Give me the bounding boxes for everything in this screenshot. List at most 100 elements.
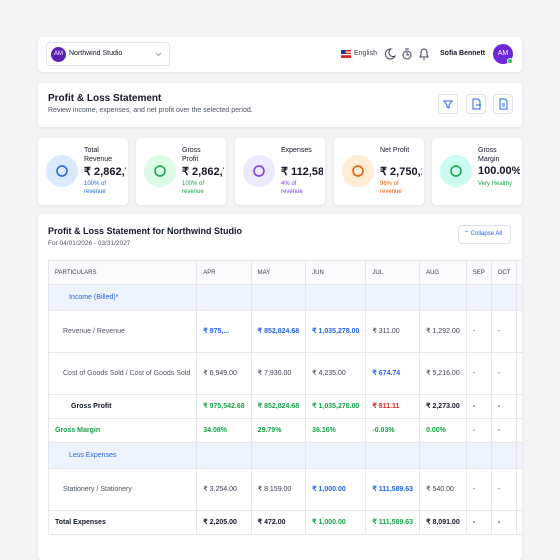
page-subtitle: Review income, expenses, and net profit … [48,107,253,114]
kpi-value: ₹ 2,862,746 [182,166,224,178]
filter-button[interactable] [438,94,458,114]
kpi-card: Gross Margin 100.00% Very Healthy [432,138,522,205]
cell: ₹ 3,254.00 [196,468,252,511]
collapse-all-label: Collapse All [470,231,503,237]
section-row: Income (Billed)* [48,284,522,311]
cell: ₹ 4,235.00 [305,352,367,395]
cell: ₹ 852,824.68 [250,310,307,353]
column-header: SEP [465,260,492,285]
column-header: APR [196,260,252,285]
kpi-card: Net Profit ₹ 2,750,156 96% of revenue [334,138,424,205]
toolbar-icons[interactable] [385,48,445,60]
cell: ₹ 5,216.00 [419,352,467,395]
item-row: Stationery / Stationery ₹ 3,254.00 ₹ 8,159… [48,468,522,511]
kpi-note: 100% of revenue [182,181,205,195]
cell: ₹ 8,091.00 [419,510,467,535]
cell: ₹ 1,000.00 [305,510,367,535]
cell: - [490,418,518,443]
empty-cell [305,442,367,469]
cell: ₹ 6,949.00 [196,352,252,395]
kpi-value: ₹ 2,750,156 [380,166,422,178]
total-row: Gross Profit ₹ 975,542.68 ₹ 852,824.68 ₹ 1,… [48,394,522,419]
cell: - [465,394,492,419]
export-button[interactable] [466,94,486,114]
cell: - [465,418,492,443]
column-header: OCT [490,260,518,285]
cell: - [516,510,522,535]
cell: ₹ 8,159.00 [250,468,307,511]
row-label: Less Expenses [48,442,198,469]
empty-cell [250,284,307,311]
empty-cell [465,442,492,469]
kpi-label: Gross Profit [182,147,201,163]
cell: ₹ 111,589.63 [365,510,421,535]
cell: ₹ 7,930.00 [250,352,307,395]
cell: ₹ 975,... [196,310,252,353]
page-title: Profit & Loss Statement [48,93,162,104]
org-select[interactable]: AM Northwind Studio [46,42,170,66]
cell: - [516,394,522,419]
report-card: Profit & Loss Statement for Northwind St… [38,214,522,560]
kpi-value: ₹ 2,862,746 [84,166,126,178]
report-period: For 04/01/2026 - 03/31/2027 [48,240,131,247]
kpi-label: Expenses [281,147,312,154]
cell: ₹ 1,000.00 [305,468,367,511]
kpi-note: Very Healthy [478,181,513,187]
margin-row: Gross Margin 34.08% 29.79% 36.16% -0.03% 0.00… [48,418,522,443]
cell: 29.79% [250,418,307,443]
kpi-label: Net Profit [380,147,410,154]
cell: - [465,310,492,353]
row-label: Income (Billed)* [48,284,198,311]
collapse-all-button[interactable]: ⌃ Collapse All [458,225,511,244]
column-header: AUG [419,260,467,285]
empty-cell [365,284,421,311]
cell: 34.08% [196,418,252,443]
row-label: Revenue / Revenue [48,310,198,353]
empty-cell [419,442,467,469]
cell: ₹ 811.11 [365,394,421,419]
cell: 0.00% [419,418,467,443]
empty-cell [196,284,252,311]
header-row: PARTICULARSAPRMAYJUNJULAUGSEPOCTNOVDEC [48,260,522,285]
empty-cell [465,284,492,311]
page-header: Profit & Loss Statement Review income, e… [38,83,522,127]
empty-cell [250,442,307,469]
cell: 36.16% [305,418,367,443]
pl-table: PARTICULARSAPRMAYJUNJULAUGSEPOCTNOVDECIn… [48,260,522,535]
cell: - [490,310,518,353]
user-name: Sofia Bennett [440,50,486,57]
cell: ₹ 472.00 [250,510,307,535]
item-row: Cost of Goods Sold / Cost of Goods Sold ₹… [48,352,522,395]
column-header: PARTICULARS [48,260,198,285]
download-button[interactable] [493,94,513,114]
empty-cell [516,284,522,311]
cell: ₹ 852,824.68 [250,394,307,419]
row-label: Gross Margin [48,418,198,443]
cell: - [465,468,492,511]
empty-cell [490,284,518,311]
cell: ₹ 311.00 [365,310,421,353]
row-label: Total Expenses [48,510,198,535]
cell: - [516,310,522,353]
chevron [155,52,162,57]
cell: ₹ 540.00 [419,468,467,511]
report-title: Profit & Loss Statement for Northwind St… [48,226,242,236]
section-row: Less Expenses [48,442,522,469]
language[interactable]: English [354,50,377,57]
cell: - [516,418,522,443]
kpi-label: Total Revenue [84,147,113,163]
org-avatar: AM [51,47,66,62]
cell: ₹ 975,542.68 [196,394,252,419]
kpi-icon [243,155,275,187]
cell: - [465,352,492,395]
kpi-card: Expenses ₹ 112,589.6 4% of revenue [235,138,325,205]
cell: - [516,352,522,395]
topbar: AM Northwind Studio English Sofia Bennet… [38,37,522,72]
kpi-card: Total Revenue ₹ 2,862,746 100% of revenue [38,138,128,205]
cell: - [490,352,518,395]
flag [341,50,351,58]
empty-cell [516,442,522,469]
kpi-note: 100% of revenue [84,181,107,195]
cell: - [490,510,518,535]
